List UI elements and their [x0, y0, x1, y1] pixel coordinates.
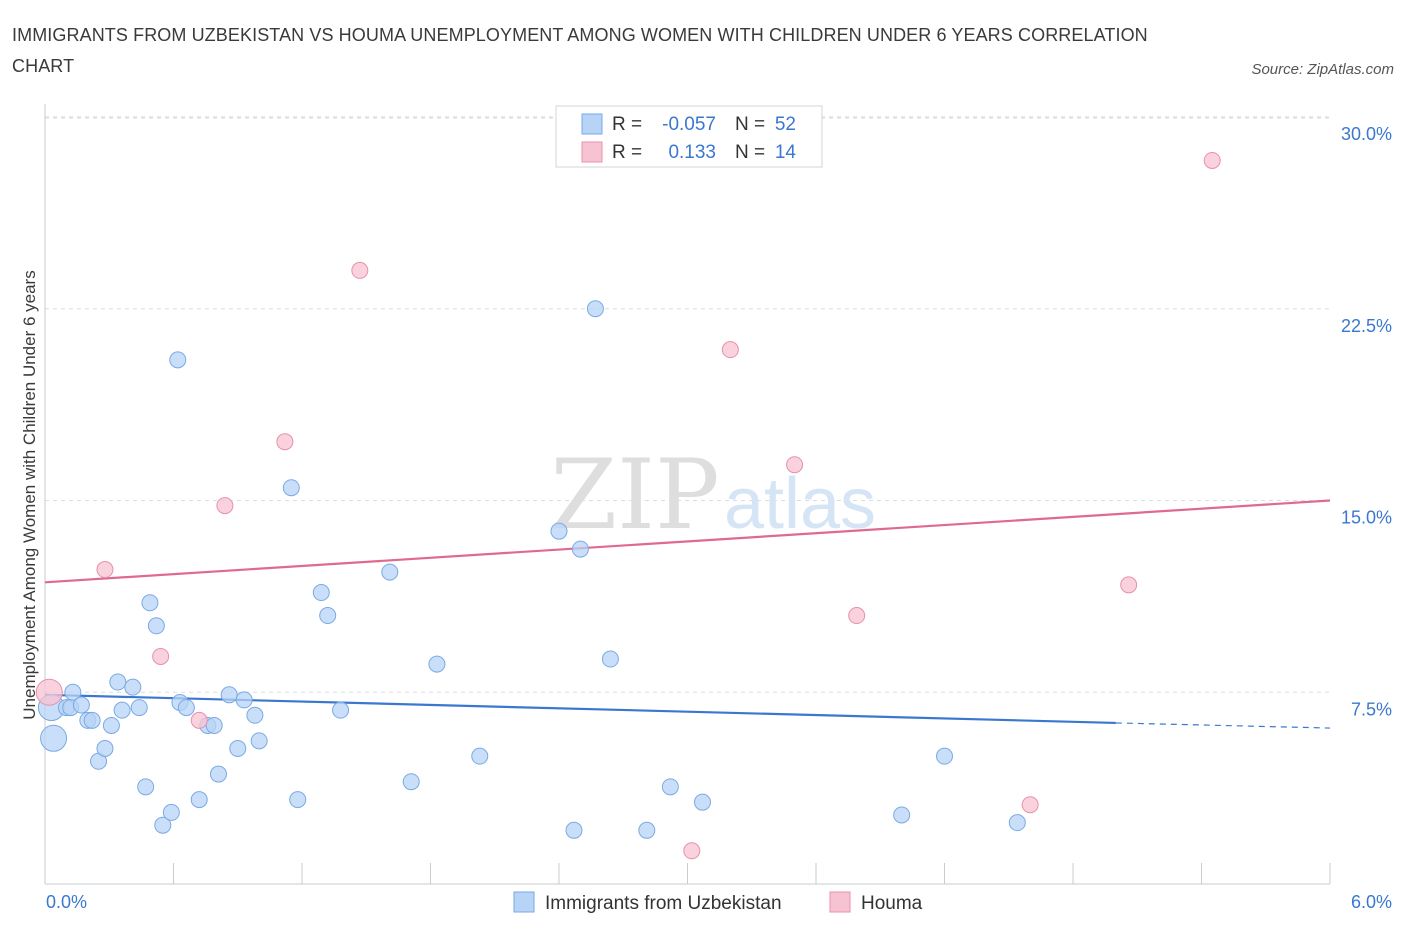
watermark-atlas: atlas [724, 464, 876, 544]
blue-data-point [83, 711, 101, 729]
blue-data-point [124, 678, 142, 696]
axes [44, 104, 1331, 885]
blue-data-point [141, 594, 159, 612]
blue-data-point [550, 522, 568, 540]
pink-trend-line [44, 499, 1331, 584]
chart-title: IMMIGRANTS FROM UZBEKISTAN VS HOUMA UNEM… [12, 25, 1148, 76]
blue-data-point [109, 673, 127, 691]
y-tick-label: 30.0% [1341, 124, 1392, 144]
blue-data-point [893, 806, 911, 824]
watermark: ZIP atlas [550, 439, 876, 551]
x-tick-label: 0.0% [46, 892, 87, 912]
blue-data-point [209, 765, 227, 783]
blue-data-point [381, 563, 399, 581]
blue-data-point [147, 617, 165, 635]
blue-data-point [137, 778, 155, 796]
legend-r-value: -0.057 [662, 114, 716, 135]
blue-data-point [154, 816, 172, 834]
legend-r-label: R = [612, 142, 642, 163]
y-tick-label: 7.5% [1351, 699, 1392, 719]
legend-n-label: N = [735, 142, 765, 163]
blue-data-point [936, 747, 953, 765]
blue-data-point [205, 716, 223, 734]
blue-data-point [72, 696, 90, 714]
pink-data-point [786, 456, 804, 474]
blue-data-point [571, 540, 589, 558]
legend-n-value: 14 [775, 142, 797, 163]
pink-data-point [276, 433, 294, 451]
bottom-legend: Immigrants from Uzbekistan Houma [513, 891, 923, 914]
blue-data-point [113, 701, 131, 719]
pink-data-point [1120, 576, 1138, 594]
blue-data-point [661, 778, 679, 796]
legend-r-label: R = [612, 114, 642, 135]
blue-data-point [601, 650, 619, 668]
blue-data-point [190, 791, 208, 809]
pink-data-point [351, 261, 369, 279]
pink-data-point [96, 561, 114, 579]
x-tick-label: 6.0% [1351, 892, 1392, 912]
legend: R = -0.057 N = 52 R = 0.133 N = 14 [555, 105, 823, 168]
pink-data-point [721, 341, 739, 359]
blue-data-point [162, 803, 180, 821]
data-points [35, 151, 1221, 860]
y-tick-label: 15.0% [1341, 508, 1392, 528]
blue-data-point [638, 821, 656, 839]
blue-data-point [64, 683, 82, 701]
blue-data-point [319, 607, 337, 625]
blue-data-point [220, 686, 238, 704]
tick-labels: 7.5% 15.0% 22.5% 30.0% 0.0% 6.0% [46, 124, 1392, 912]
y-tick-label: 22.5% [1341, 316, 1392, 336]
blue-data-point [289, 791, 307, 809]
legend-swatch [581, 113, 603, 135]
blue-data-point [229, 739, 247, 757]
blue-data-point [428, 655, 446, 673]
blue-data-point [102, 716, 120, 734]
bottom-legend-label: Houma [861, 893, 923, 914]
blue-data-point [96, 739, 114, 757]
watermark-zip: ZIP [550, 439, 719, 551]
blue-data-point [586, 300, 604, 318]
pink-data-point [216, 497, 234, 515]
legend-swatch [581, 141, 603, 163]
legend-n-value: 52 [775, 114, 796, 135]
blue-data-point [130, 699, 148, 717]
blue-trend-extension [1115, 722, 1331, 729]
source-label: Source: ZipAtlas.com [1251, 61, 1394, 78]
blue-data-point [332, 701, 350, 719]
blue-data-point [693, 793, 711, 811]
pink-data-point [1021, 796, 1039, 814]
pink-data-point [152, 647, 170, 665]
bottom-legend-swatch [829, 891, 851, 913]
pink-data-point [1203, 151, 1221, 169]
pink-data-point [190, 711, 208, 729]
bottom-legend-label: Immigrants from Uzbekistan [545, 893, 782, 914]
blue-data-point [246, 706, 264, 724]
blue-data-point [471, 747, 489, 765]
pink-data-point [35, 678, 63, 706]
blue-data-point [250, 732, 268, 750]
blue-data-point [40, 724, 68, 752]
legend-n-label: N = [735, 114, 765, 135]
blue-data-point [282, 479, 300, 497]
blue-data-point [177, 699, 195, 717]
blue-data-point [402, 773, 420, 791]
blue-data-point [169, 351, 187, 369]
blue-data-point [312, 584, 330, 602]
pink-data-point [848, 607, 866, 625]
bottom-legend-swatch [513, 891, 535, 913]
legend-r-value: 0.133 [668, 142, 716, 163]
blue-data-point [235, 691, 253, 709]
pink-data-point [683, 842, 701, 860]
blue-data-point [1008, 814, 1026, 832]
grid-lines [45, 116, 1330, 693]
blue-data-point [565, 821, 583, 839]
